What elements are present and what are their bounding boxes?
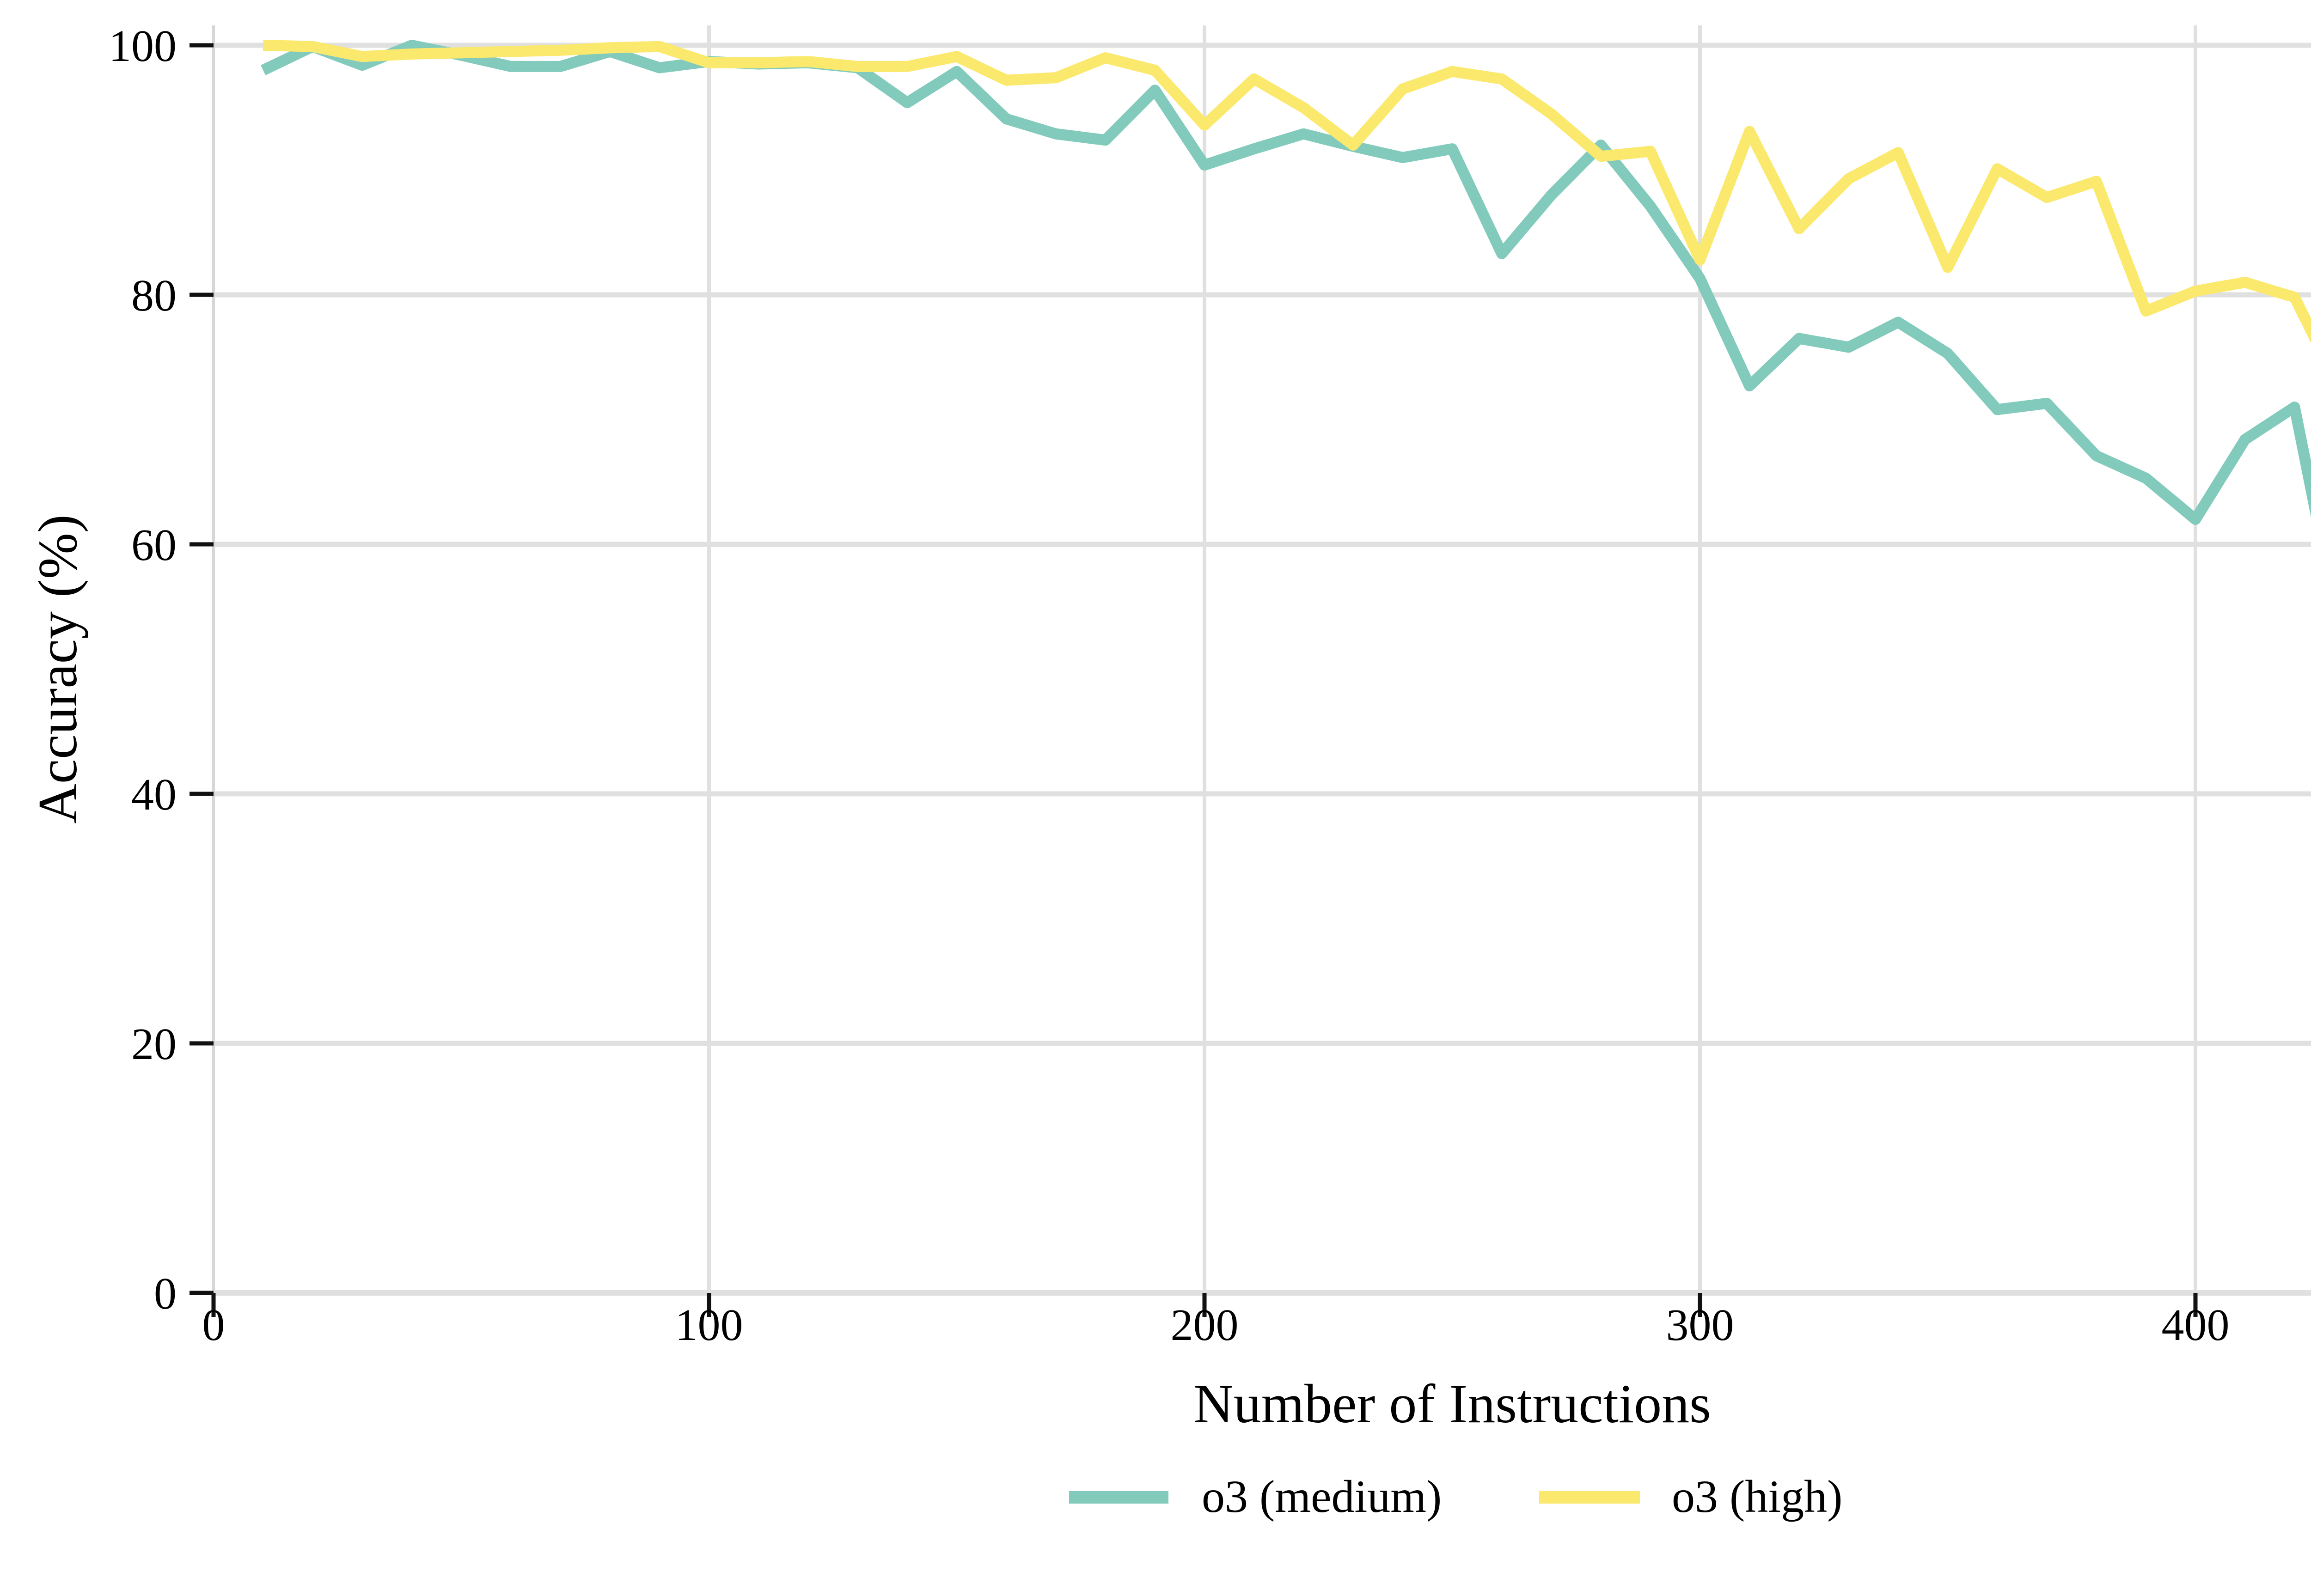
y-tick-label: 40 [131,770,177,820]
data-series-lines [261,40,2311,525]
x-axis-title: Number of Instructions [1193,1373,1711,1434]
x-tick-label: 400 [2162,1300,2230,1350]
x-tick-label: 100 [675,1300,743,1350]
series-line-1 [263,40,2311,343]
tick-marks [190,43,2198,1317]
tick-labels: 0204060801000100200300400500 [109,21,2230,1350]
legend: o3 (medium) o3 (high) [1069,1471,1842,1522]
y-tick-label: 80 [131,271,177,321]
series-line-0 [261,40,2311,525]
legend-label-o3-medium: o3 (medium) [1202,1471,1442,1522]
x-tick-label: 300 [1666,1300,1734,1350]
legend-swatch-o3-medium [1069,1491,1168,1504]
x-tick-label: 200 [1171,1300,1239,1350]
y-tick-label: 0 [154,1269,177,1319]
gridlines [214,25,2311,1293]
y-tick-label: 20 [131,1019,177,1069]
y-tick-label: 60 [131,520,177,570]
legend-swatch-o3-high [1539,1491,1640,1504]
y-tick-label: 100 [109,21,177,71]
legend-label-o3-high: o3 (high) [1672,1471,1842,1522]
x-tick-label: 0 [202,1300,225,1350]
y-axis-title: Accuracy (%) [27,514,88,824]
axes [212,25,2311,1296]
